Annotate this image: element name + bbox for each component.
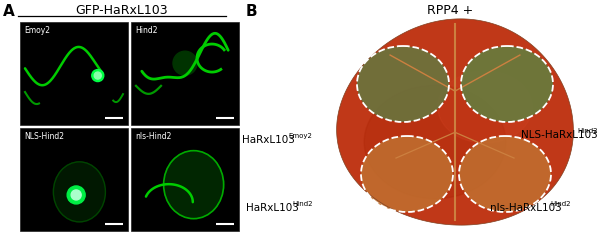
Bar [20, 22, 128, 125]
Text: RPP4 +: RPP4 + [427, 4, 473, 17]
Bar [131, 22, 239, 125]
Circle shape [92, 70, 104, 82]
Circle shape [67, 186, 85, 204]
Text: Hind2: Hind2 [577, 128, 598, 134]
Text: nls-HaRxL103: nls-HaRxL103 [490, 203, 562, 213]
Ellipse shape [53, 162, 106, 222]
Text: B: B [246, 4, 257, 19]
Text: HaRxL103: HaRxL103 [246, 203, 299, 213]
Text: Hind2: Hind2 [135, 26, 157, 35]
Text: nls-Hind2: nls-Hind2 [135, 132, 172, 141]
Text: Hind2: Hind2 [550, 201, 571, 207]
Text: HaRxL103: HaRxL103 [242, 135, 295, 145]
Text: GFP-HaRxL103: GFP-HaRxL103 [76, 4, 169, 17]
Circle shape [71, 190, 81, 200]
Text: NLS-HaRxL103: NLS-HaRxL103 [521, 130, 598, 140]
Text: Emoy2: Emoy2 [24, 26, 50, 35]
Ellipse shape [361, 136, 453, 212]
Text: A: A [3, 4, 15, 19]
Ellipse shape [438, 71, 532, 143]
Circle shape [173, 51, 197, 75]
Bar [20, 128, 128, 231]
Ellipse shape [364, 85, 506, 199]
PathPatch shape [337, 19, 574, 225]
Text: NLS-Hind2: NLS-Hind2 [24, 132, 64, 141]
Ellipse shape [459, 136, 551, 212]
Bar [131, 128, 239, 231]
Circle shape [94, 72, 101, 79]
Text: Hind2: Hind2 [292, 201, 313, 207]
Text: Emoy2: Emoy2 [288, 133, 312, 139]
Ellipse shape [164, 151, 224, 219]
Ellipse shape [461, 46, 553, 122]
Ellipse shape [357, 46, 449, 122]
